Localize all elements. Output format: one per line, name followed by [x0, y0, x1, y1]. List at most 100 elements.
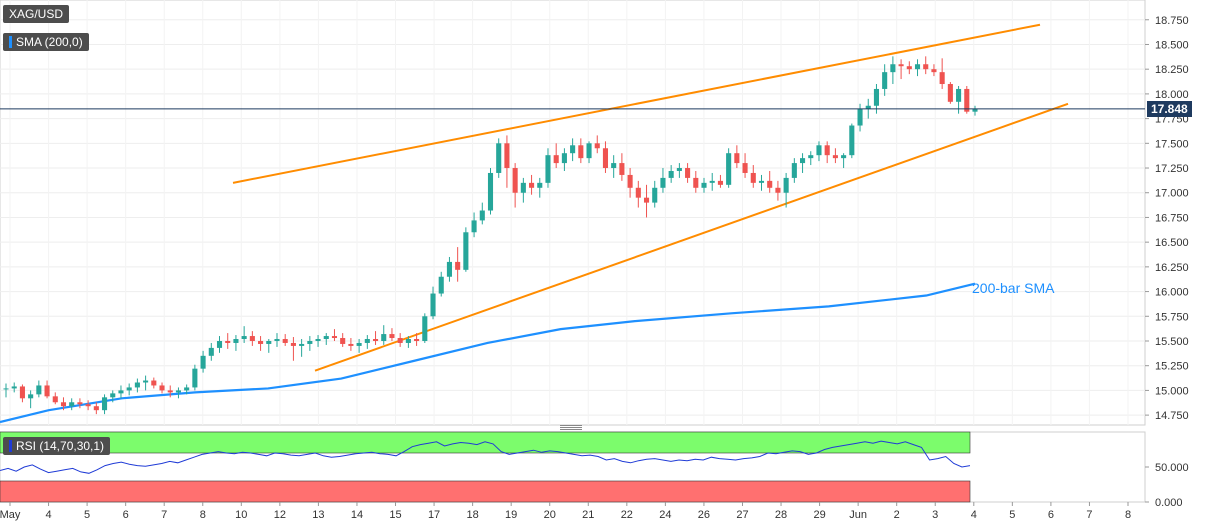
candle-body [101, 397, 108, 411]
candle-body [914, 64, 921, 70]
candle-body [635, 187, 641, 198]
candle-body [143, 380, 149, 383]
candle-body [586, 143, 592, 159]
rsi-overbought-zone [0, 431, 971, 454]
rsi-y-tick-label: 0.000 [1155, 497, 1183, 509]
x-tick-label: 5 [84, 509, 90, 521]
y-tick-label: 16.250 [1155, 262, 1189, 274]
rsi-y-tick-label: 50.000 [1155, 462, 1189, 474]
candle-body [389, 334, 395, 339]
x-tick-label: 6 [1048, 509, 1054, 521]
x-tick-label: 8 [200, 509, 206, 521]
candle-body [216, 340, 223, 348]
trendlines [232, 23, 1069, 372]
candle-body [890, 64, 896, 73]
candle-body [241, 336, 247, 340]
candle-body [668, 170, 674, 178]
candle-body [471, 220, 477, 233]
x-tick-label: 13 [312, 509, 324, 521]
x-tick-label: 27 [736, 509, 748, 521]
candle-body [36, 385, 42, 395]
sma-badge[interactable]: SMA (200,0) [3, 33, 89, 51]
candle-body [208, 347, 214, 356]
candle-body [19, 386, 25, 399]
candle-body [561, 153, 567, 164]
candle-body [923, 64, 929, 70]
candle-body [315, 339, 321, 341]
candle-body [77, 402, 83, 405]
x-axis-ticks: May 4 5 6 7 8 10 12 13 14 15 17 18 19 20 21 22 24 26 27 28 29… [0, 502, 1131, 521]
y-tick-label: 18.250 [1155, 64, 1189, 76]
candle-body [44, 385, 50, 397]
candle-body [405, 339, 411, 343]
candle-body [307, 340, 313, 344]
candle-body [414, 339, 420, 341]
candle-body [134, 382, 140, 388]
candle-body [758, 180, 765, 183]
pane-splitter-handle[interactable] [560, 425, 582, 431]
candle-body [865, 105, 871, 109]
candle-body [438, 276, 444, 294]
rsi-bands [0, 431, 971, 503]
candle-body [184, 387, 190, 391]
candle-body [323, 336, 329, 340]
rsi-line [0, 440, 971, 474]
candle-body [118, 390, 124, 394]
candle-body [808, 155, 814, 159]
candle-body [783, 177, 789, 193]
candle-body [167, 390, 173, 393]
candle-body [397, 338, 403, 343]
y-tick-label: 15.500 [1155, 336, 1189, 348]
candle-body [906, 66, 912, 70]
candles [3, 56, 978, 415]
candle-body [570, 145, 576, 154]
candle-body [832, 155, 838, 159]
rsi-badge[interactable]: RSI (14,70,30,1) [3, 437, 111, 455]
candle-body [60, 402, 67, 407]
candle-body [627, 174, 633, 188]
candle-body [931, 69, 937, 73]
x-tick-label: 7 [1086, 509, 1092, 521]
x-tick-label: 24 [659, 509, 671, 521]
rsi-line-group [0, 440, 971, 474]
sma-badge-label: SMA (200,0) [16, 35, 83, 49]
x-tick-label: 5 [1009, 509, 1015, 521]
x-tick-label: 4 [45, 509, 51, 521]
y-tick-label: 15.250 [1155, 361, 1189, 373]
x-tick-label: 3 [932, 509, 938, 521]
y-tick-label: 16.000 [1155, 287, 1189, 299]
candle-body [430, 293, 436, 317]
candle-body [512, 168, 518, 193]
candle-body [110, 393, 116, 398]
candle-body [331, 336, 338, 339]
candle-body [274, 339, 280, 341]
candle-body [422, 316, 428, 341]
symbol-badge[interactable]: XAG/USD [3, 5, 70, 23]
candle-body [873, 88, 880, 106]
price-pane [0, 0, 1146, 426]
x-tick-label: 4 [971, 509, 977, 521]
trendline-support [314, 102, 1069, 372]
candle-body [800, 158, 806, 164]
candle-body [685, 168, 691, 178]
x-tick-label: 15 [389, 509, 401, 521]
candle-body [553, 155, 559, 164]
candle-body [652, 187, 658, 203]
x-tick-label: 17 [428, 509, 440, 521]
candle-body [3, 388, 9, 390]
candle-body [701, 182, 707, 188]
candle-body [446, 261, 452, 277]
sma-annotation: 200-bar SMA [972, 280, 1055, 296]
candle-body [479, 210, 485, 221]
sma-swatch [9, 36, 12, 48]
x-tick-label: 21 [582, 509, 594, 521]
candle-body [947, 84, 953, 102]
rsi-swatch [9, 440, 12, 452]
x-tick-label: 18 [466, 509, 478, 521]
candle-body [791, 163, 797, 178]
y-axis-ticks: 18.75018.50018.25018.00017.75017.50017.2… [1145, 15, 1189, 509]
candle-body [258, 340, 264, 344]
candle-body [233, 339, 239, 343]
last-price-tag: 17.848 [1147, 100, 1192, 117]
